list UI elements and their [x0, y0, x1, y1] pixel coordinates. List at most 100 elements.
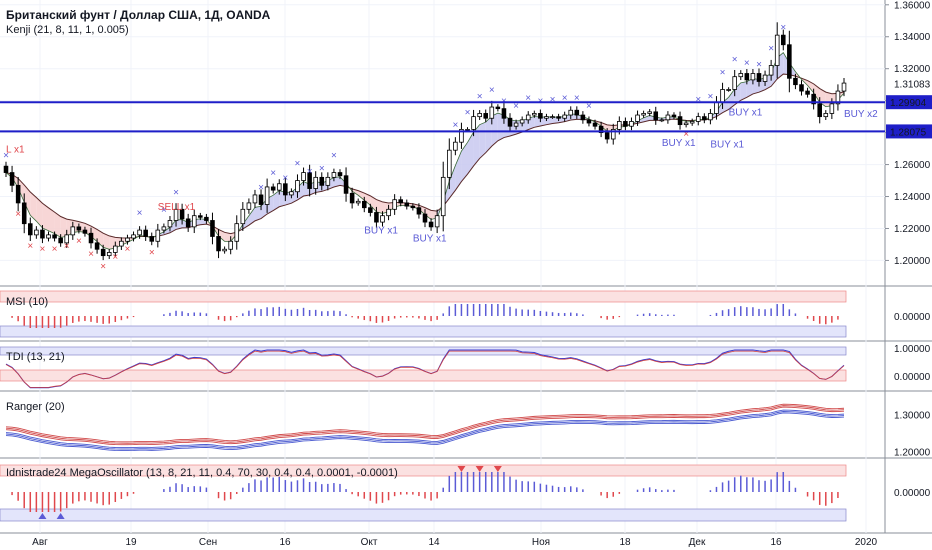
- time-axis-label: 2020: [855, 537, 878, 548]
- buy-annotation: BUY x1: [710, 139, 744, 150]
- signal-cross: ×: [76, 236, 82, 247]
- mega-sell-triangle: [457, 466, 466, 472]
- candle-body: [319, 176, 325, 186]
- time-axis-label: Сен: [199, 537, 217, 548]
- kenji-cloud-segment: [473, 124, 480, 166]
- buy-annotation: BUY x2: [844, 109, 878, 120]
- candle-body: [440, 176, 446, 217]
- candle-body: [15, 184, 21, 204]
- candle-body: [234, 223, 240, 242]
- candle-body: [787, 44, 792, 79]
- candle-body: [131, 234, 136, 239]
- candle-body: [532, 113, 537, 116]
- signal-cross: ×: [27, 241, 33, 252]
- kenji-cloud-segment: [358, 190, 365, 201]
- candle-body: [185, 218, 191, 228]
- kenji-cloud-segment: [740, 81, 747, 101]
- candle-body: [106, 252, 112, 257]
- kenji-cloud-segment: [722, 97, 729, 113]
- candle-body: [222, 248, 227, 252]
- candle-body: [829, 103, 835, 114]
- buy-annotation: BUY x1: [729, 107, 763, 118]
- candle-body: [653, 111, 659, 121]
- candle-body: [738, 73, 744, 78]
- candle-body: [398, 199, 403, 204]
- msi-upper-band: [0, 290, 847, 303]
- candle-body: [762, 74, 768, 82]
- price-tick-label: 1.32000: [894, 64, 931, 75]
- candle-body: [94, 242, 100, 250]
- kenji-cloud-segment: [570, 113, 577, 121]
- candle-body: [410, 205, 416, 209]
- level-price-tag: [886, 95, 932, 110]
- candle-body: [695, 116, 701, 122]
- candle-body: [465, 129, 470, 131]
- candle-body: [307, 172, 312, 189]
- level-price-label: 1.29904: [890, 98, 927, 109]
- candle-body: [665, 114, 671, 121]
- tdi-lower-band: [0, 369, 847, 382]
- candle-body: [726, 89, 731, 91]
- candle-body: [610, 129, 616, 140]
- signal-cross: ×: [574, 93, 580, 104]
- kenji-cloud-segment: [425, 207, 432, 220]
- level-price-tag: [886, 124, 932, 139]
- candle-body: [750, 73, 756, 81]
- tdi-upper-band: [0, 346, 847, 356]
- kenji-cloud-segment: [176, 219, 183, 230]
- ranger-tick-label: 1.30000: [894, 411, 931, 422]
- tdi-line: [5, 349, 845, 389]
- kenji-cloud-segment: [491, 113, 498, 147]
- signal-cross: ×: [149, 247, 155, 258]
- candle-body: [204, 216, 209, 221]
- megaoscillator-pane-label: Idnistrade24 MegaOscillator (13, 8, 21, …: [6, 467, 398, 479]
- candle-body: [301, 172, 306, 181]
- candle-body: [355, 200, 361, 204]
- time-axis-label: 14: [428, 537, 440, 548]
- ranger-band-line: [5, 409, 845, 449]
- candle-body: [489, 106, 495, 119]
- signal-cross: ×: [683, 129, 689, 140]
- candle-body: [283, 183, 288, 196]
- signal-cross: ×: [707, 91, 713, 102]
- candle-body: [374, 212, 379, 223]
- candle-body: [88, 232, 94, 244]
- candle-body: [386, 208, 391, 217]
- candle-body: [434, 215, 440, 228]
- signal-cross: ×: [52, 244, 58, 255]
- candle-body: [258, 194, 264, 205]
- candle-body: [471, 116, 476, 130]
- kenji-cloud-segment: [248, 207, 255, 226]
- candle-body: [519, 119, 525, 124]
- price-tick-label: 1.36000: [894, 0, 931, 11]
- tdi-tick-label: 1.00000: [894, 344, 931, 355]
- candle-body: [173, 208, 179, 221]
- candle-body: [149, 236, 155, 242]
- signal-cross: ×: [64, 241, 70, 252]
- mega-lower-band: [0, 508, 847, 522]
- candle-body: [689, 121, 695, 124]
- candle-body: [562, 114, 567, 119]
- signal-cross: ×: [695, 95, 701, 106]
- signal-cross: ×: [173, 187, 179, 198]
- ranger-band-line: [5, 406, 845, 446]
- kenji-cloud-segment: [42, 203, 49, 231]
- candle-body: [64, 234, 70, 244]
- signal-cross: ×: [258, 183, 264, 194]
- candle-body: [252, 194, 258, 204]
- sell-annotation: SELL x1: [158, 202, 196, 213]
- kenji-cloud-segment: [752, 78, 759, 94]
- candle-body: [34, 229, 39, 236]
- time-axis-label: 18: [619, 537, 631, 548]
- indicator-label: Kenji (21, 8, 11, 1, 0.005): [6, 24, 129, 36]
- kenji-cloud-segment: [30, 192, 37, 222]
- signal-cross: ×: [780, 23, 786, 34]
- time-axis-label: Авг: [32, 537, 48, 548]
- candle-body: [598, 125, 604, 134]
- kenji-cloud-segment: [333, 176, 340, 188]
- buy-annotation: BUY x1: [364, 226, 398, 237]
- time-axis-label: Окт: [361, 537, 378, 548]
- msi-lower-band: [0, 325, 847, 338]
- candle-body: [659, 119, 665, 122]
